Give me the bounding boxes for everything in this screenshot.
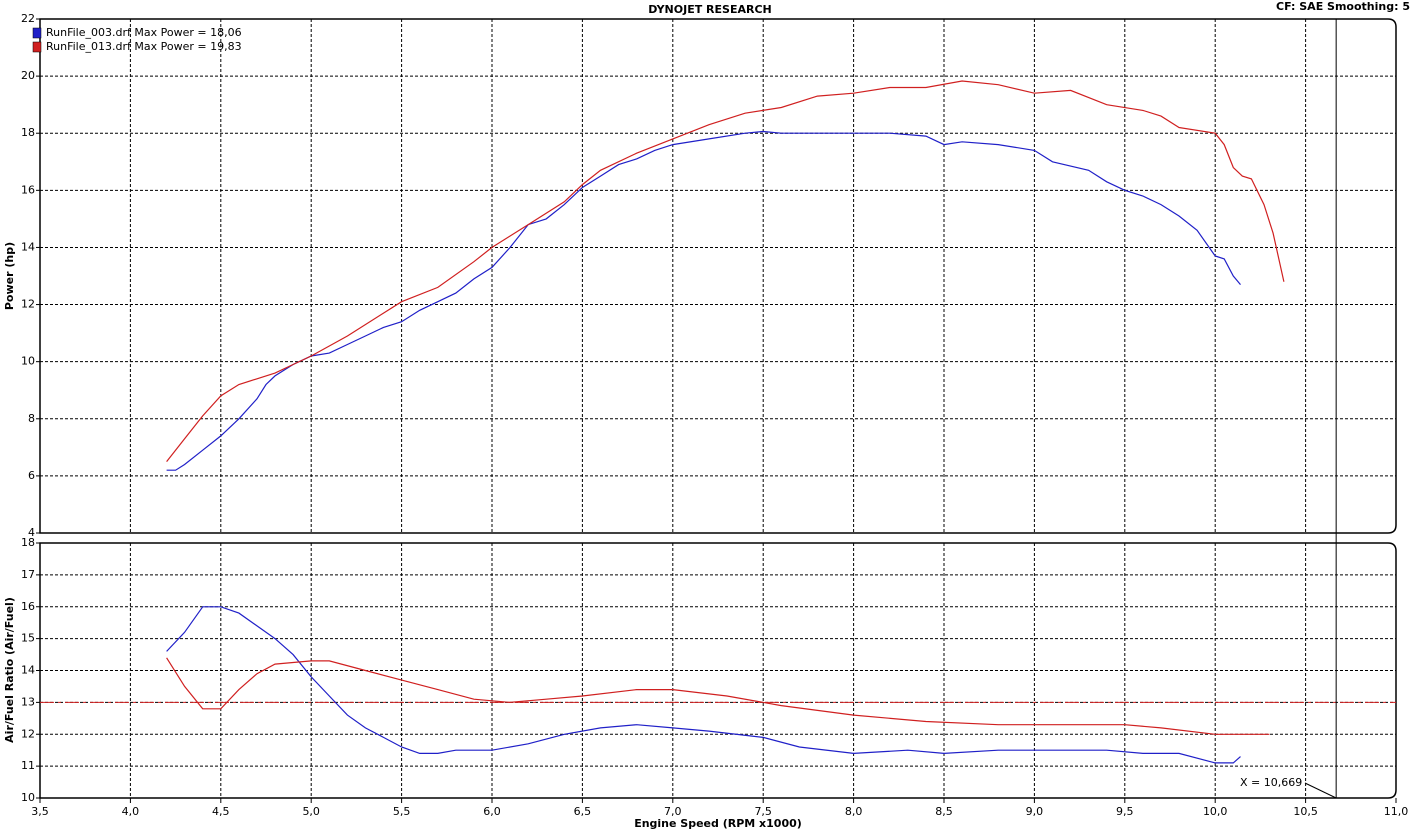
y-tick-label: 10 [21, 791, 35, 804]
y-tick-label: 20 [21, 69, 35, 82]
x-axis-label: Engine Speed (RPM x1000) [634, 817, 802, 830]
x-tick-label: 6,5 [574, 805, 592, 818]
x-tick-label: 3,5 [31, 805, 49, 818]
x-tick-label: 10,0 [1203, 805, 1228, 818]
plot-frame [39, 18, 1397, 534]
y-tick-label: 12 [21, 727, 35, 740]
y-tick-label: 17 [21, 568, 35, 581]
y-tick-label: 4 [28, 526, 35, 539]
legend-entry: RunFile_003.drf Max Power = 18,06 [46, 26, 242, 39]
cursor-pointer [1304, 782, 1337, 799]
data-line [166, 657, 1270, 735]
y-tick-label: 16 [21, 183, 35, 196]
y-tick-label: 11 [21, 759, 35, 772]
data-line [166, 606, 1241, 764]
x-tick-label: 9,0 [1026, 805, 1044, 818]
y-tick-label: 14 [21, 664, 35, 677]
legend-swatch [32, 27, 42, 39]
y-tick-label: 12 [21, 298, 35, 311]
y-tick-label: 13 [21, 695, 35, 708]
y-tick-label: 18 [21, 536, 35, 549]
data-line [166, 130, 1241, 471]
x-tick-label: 11,0 [1384, 805, 1409, 818]
y-tick-label: 15 [21, 632, 35, 645]
y-axis-label: Power (hp) [3, 242, 16, 310]
chart-title: DYNOJET RESEARCH [648, 3, 771, 16]
cursor-label: X = 10,669 [1240, 776, 1302, 789]
y-tick-label: 8 [28, 412, 35, 425]
legend-entry: RunFile_013.drf Max Power = 19,83 [46, 40, 242, 53]
y-axis-label: Air/Fuel Ratio (Air/Fuel) [3, 597, 16, 743]
y-tick-label: 16 [21, 600, 35, 613]
x-tick-label: 7,5 [754, 805, 772, 818]
plot-frame [39, 542, 1397, 799]
x-tick-label: 9,5 [1116, 805, 1134, 818]
x-tick-label: 10,5 [1293, 805, 1318, 818]
legend-swatch [32, 41, 42, 53]
x-tick-label: 5,5 [393, 805, 411, 818]
y-tick-label: 10 [21, 355, 35, 368]
y-tick-label: 22 [21, 12, 35, 25]
x-tick-label: 7,0 [664, 805, 682, 818]
x-tick-label: 4,5 [212, 805, 230, 818]
x-tick-label: 6,0 [483, 805, 501, 818]
y-tick-label: 18 [21, 126, 35, 139]
y-tick-label: 14 [21, 240, 35, 253]
x-tick-label: 5,0 [302, 805, 320, 818]
x-tick-label: 4,0 [122, 805, 140, 818]
x-tick-label: 8,5 [935, 805, 953, 818]
x-tick-label: 8,0 [845, 805, 863, 818]
y-tick-label: 6 [28, 469, 35, 482]
settings: CF: SAE Smoothing: 5 [1276, 0, 1410, 13]
data-line [166, 80, 1285, 462]
